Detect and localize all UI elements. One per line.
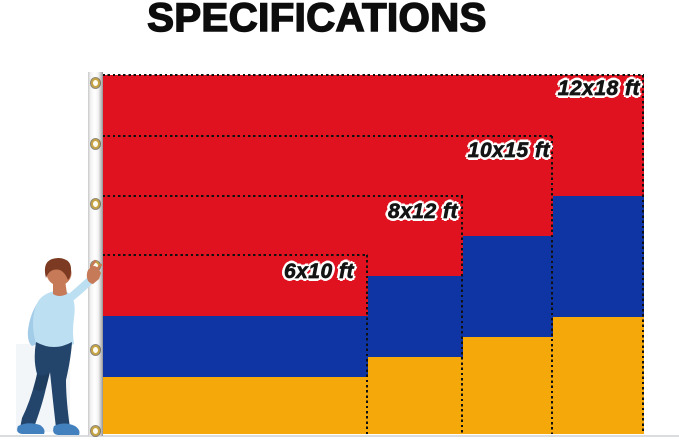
grommet-icon xyxy=(91,139,100,149)
size-label-6x10: 6x10 ft xyxy=(283,260,354,284)
stripe-blue xyxy=(103,316,368,377)
dotted-outline-top-6x10 xyxy=(92,254,368,257)
ground-line xyxy=(0,435,679,437)
size-label-12x18: 12x18 ft xyxy=(557,77,640,101)
person-illustration-icon xyxy=(16,258,103,435)
dotted-outline-right-12x18 xyxy=(642,75,645,434)
grommet-icon xyxy=(91,78,100,88)
grommet-icon xyxy=(91,426,100,436)
dotted-outline-right-8x12 xyxy=(461,196,464,434)
flag-size-6x10 xyxy=(103,255,368,434)
dotted-outline-right-10x15 xyxy=(551,136,554,434)
stripe-orange xyxy=(103,377,368,434)
flagpole-sleeve xyxy=(88,72,103,436)
stripe-red xyxy=(103,255,368,316)
dotted-outline-top-8x12 xyxy=(92,195,463,198)
size-label-8x12: 8x12 ft xyxy=(387,200,458,224)
dotted-outline-top-12x18 xyxy=(92,74,644,77)
grommet-icon xyxy=(91,345,100,355)
size-label-10x15: 10x15 ft xyxy=(467,139,550,163)
dotted-outline-top-10x15 xyxy=(92,135,553,138)
dotted-outline-right-6x10 xyxy=(366,255,369,434)
grommet-icon xyxy=(91,199,100,209)
page-title: SPECIFICATIONS xyxy=(146,0,487,41)
